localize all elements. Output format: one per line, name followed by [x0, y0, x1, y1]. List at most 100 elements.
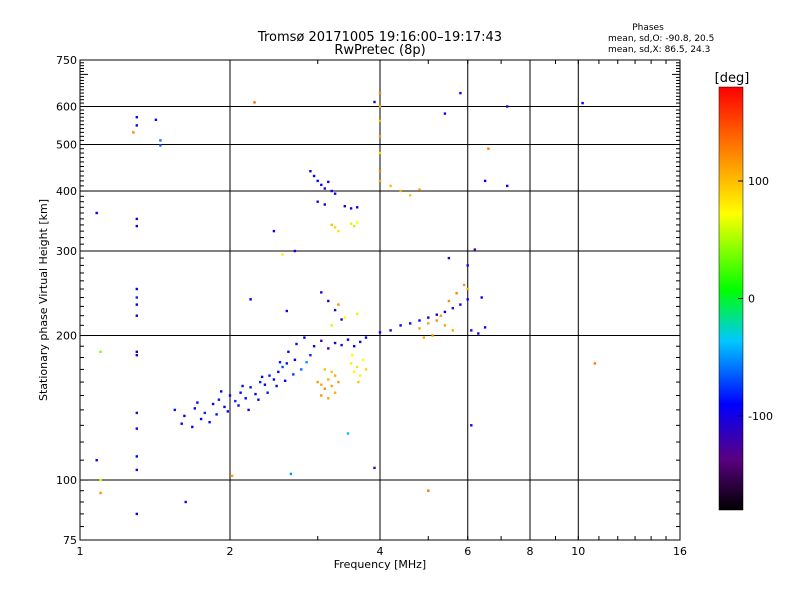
data-point [439, 314, 443, 317]
data-point [305, 361, 308, 364]
data-point [349, 207, 353, 210]
data-point [253, 101, 256, 104]
data-point [361, 358, 365, 361]
data-point [281, 253, 284, 256]
y-tick-label: 400 [56, 185, 77, 198]
data-point [351, 354, 354, 357]
data-point [281, 365, 284, 369]
data-point [312, 174, 316, 178]
data-point [312, 345, 316, 348]
data-point [217, 398, 221, 401]
data-point [435, 319, 438, 322]
data-point [389, 329, 392, 332]
data-points [95, 91, 597, 516]
data-point [378, 170, 382, 173]
data-point [353, 224, 356, 228]
data-point [378, 331, 382, 334]
data-point [356, 221, 359, 224]
data-point [333, 308, 337, 312]
data-point [447, 256, 451, 260]
colorbar-tick-label: 100 [748, 175, 769, 188]
data-point [435, 313, 438, 316]
data-point [320, 291, 323, 294]
data-point [135, 512, 138, 516]
data-point [277, 370, 280, 374]
data-point [320, 339, 323, 342]
data-point [427, 316, 430, 319]
data-point [418, 327, 421, 330]
data-point [455, 292, 458, 295]
data-point [159, 139, 162, 142]
x-tick-label: 6 [464, 545, 471, 558]
data-point [303, 336, 306, 339]
data-point [278, 361, 282, 364]
data-point [378, 151, 382, 155]
data-point [283, 379, 287, 382]
data-point [135, 455, 138, 458]
y-tick-label: 300 [56, 245, 77, 258]
data-point [443, 310, 447, 314]
data-point [451, 307, 454, 310]
data-point [191, 425, 194, 429]
data-point [220, 390, 223, 393]
data-point [275, 384, 278, 388]
data-point [447, 299, 451, 303]
data-point [378, 135, 382, 138]
data-point [309, 170, 312, 173]
data-point [237, 404, 240, 407]
data-point [293, 358, 297, 361]
data-point [346, 338, 350, 341]
data-point [154, 118, 158, 121]
data-point [211, 402, 215, 406]
y-axis-label: Stationary phase Virtual Height [km] [37, 199, 50, 401]
data-point [135, 116, 138, 119]
data-point [477, 332, 480, 335]
data-point [320, 183, 323, 187]
data-point [231, 474, 234, 478]
data-point [480, 296, 483, 299]
y-tick-label: 600 [56, 101, 77, 114]
data-point [333, 341, 337, 345]
data-point [180, 422, 183, 425]
data-point [418, 319, 421, 322]
data-point [373, 466, 376, 470]
data-point [389, 184, 392, 188]
data-point [287, 350, 290, 353]
x-tick-label: 2 [227, 545, 234, 558]
data-point [309, 354, 312, 357]
data-point [320, 394, 323, 397]
data-point [199, 417, 203, 421]
data-point [193, 407, 196, 410]
data-point [268, 374, 271, 377]
y-tick-label: 75 [63, 534, 77, 547]
data-point [451, 329, 454, 332]
data-point [323, 203, 326, 206]
data-point [427, 489, 430, 492]
data-point [95, 211, 98, 215]
data-point [263, 383, 267, 386]
data-point [316, 179, 319, 183]
data-point [373, 100, 376, 104]
y-tick-label: 100 [56, 474, 77, 487]
data-point [483, 326, 487, 329]
data-point [346, 432, 350, 435]
data-point [285, 309, 288, 313]
data-point [135, 124, 138, 127]
data-point [135, 427, 138, 430]
data-point [323, 387, 326, 390]
x-tick-label: 10 [571, 545, 585, 558]
y-tick-label: 750 [56, 54, 77, 67]
data-point [349, 222, 353, 225]
data-point [295, 342, 298, 346]
x-tick-label: 4 [377, 545, 384, 558]
data-point [135, 303, 138, 306]
data-point [378, 179, 382, 183]
data-point [292, 373, 295, 376]
data-point [427, 322, 430, 325]
data-point [443, 112, 447, 115]
data-point [327, 299, 330, 303]
data-point [327, 378, 330, 381]
data-point [378, 105, 382, 108]
data-point [330, 384, 333, 388]
x-axis: 1 2 4 6 8 10 16 [77, 60, 687, 558]
